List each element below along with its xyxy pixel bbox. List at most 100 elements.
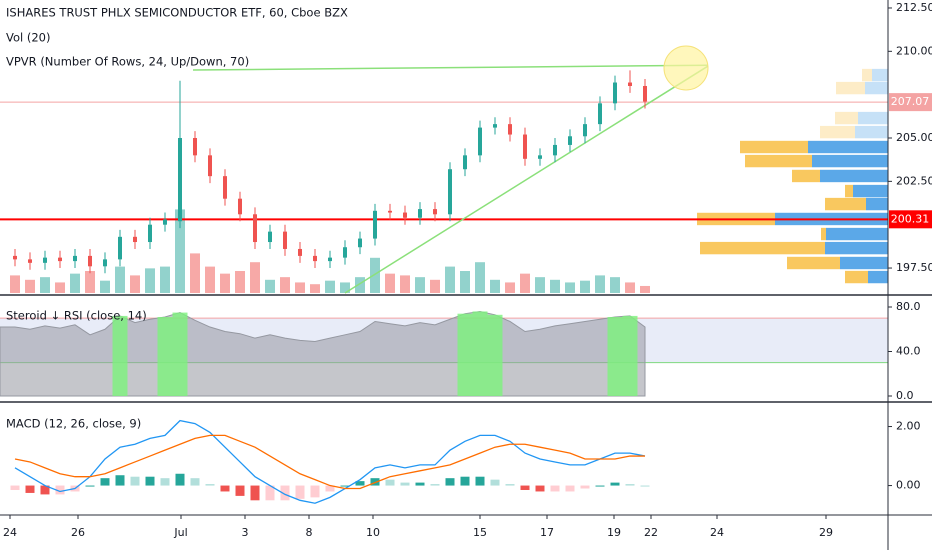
vpvr-up xyxy=(825,241,888,255)
volume-bar xyxy=(265,279,275,293)
x-tick-label: Jul xyxy=(173,526,187,539)
macd-histogram xyxy=(115,475,125,486)
x-tick-label: 15 xyxy=(473,526,487,539)
macd-macd-line xyxy=(14,419,646,504)
macd-histogram xyxy=(475,476,485,486)
candle-body xyxy=(178,138,182,222)
volume-bar xyxy=(130,275,140,293)
macd-histogram xyxy=(550,485,560,492)
vpvr-down xyxy=(820,125,855,139)
x-tick-label: 29 xyxy=(819,526,833,539)
macd-histogram xyxy=(310,485,320,498)
highlight-circle xyxy=(663,45,709,91)
symbol-title: ISHARES TRUST PHLX SEMICONDUCTOR ETF, 60… xyxy=(6,6,348,20)
volume-bar xyxy=(205,266,215,293)
macd-histogram xyxy=(190,478,200,486)
macd-histogram xyxy=(565,485,575,492)
vpvr-up xyxy=(820,169,888,183)
macd-histogram xyxy=(370,478,380,486)
rsi-highlight xyxy=(607,317,623,396)
volume-bar xyxy=(595,275,605,293)
macd-histogram xyxy=(355,481,365,486)
vpvr-down xyxy=(792,169,820,183)
volume-bar xyxy=(400,275,410,293)
candle-body xyxy=(613,82,617,104)
vpvr-down xyxy=(745,154,812,168)
vpvr-down xyxy=(821,227,826,241)
volume-legend: Vol (20) xyxy=(6,31,50,45)
y-tick-label: 210.00 xyxy=(896,44,932,57)
y-tick-label: 212.50 xyxy=(896,1,932,14)
macd-histogram xyxy=(400,482,410,486)
candle-body xyxy=(358,238,362,248)
candle-body xyxy=(268,231,272,243)
y-tick-label: 80.0 xyxy=(896,300,921,313)
trendline xyxy=(344,65,709,294)
candle-body xyxy=(223,176,227,199)
x-tick-label: 24 xyxy=(3,526,17,539)
macd-histogram xyxy=(130,476,140,486)
candle-body xyxy=(388,210,392,213)
volume-bar xyxy=(415,277,425,293)
candle-body xyxy=(373,210,377,239)
volume-bar xyxy=(175,209,185,293)
vpvr-up xyxy=(853,184,888,198)
x-tick-label: 26 xyxy=(71,526,85,539)
volume-bar xyxy=(340,282,350,293)
y-tick-label: 2.00 xyxy=(896,420,921,433)
macd-histogram xyxy=(640,485,650,487)
macd-histogram xyxy=(610,482,620,486)
macd-histogram xyxy=(40,485,50,495)
candle-body xyxy=(73,255,77,262)
vpvr-legend: VPVR (Number Of Rows, 24, Up/Down, 70) xyxy=(6,55,249,69)
vpvr-up xyxy=(808,140,888,154)
price-label: 207.07 xyxy=(891,95,930,108)
rsi-highlight xyxy=(487,314,503,396)
vpvr-down xyxy=(845,184,853,198)
vpvr-down xyxy=(700,241,825,255)
candle-body xyxy=(313,255,317,262)
candle-body xyxy=(43,257,47,263)
volume-bar xyxy=(535,277,545,293)
volume-bar xyxy=(10,275,20,293)
candle-body xyxy=(133,236,137,243)
price-label: 200.31 xyxy=(891,212,930,225)
volume-bar xyxy=(295,282,305,293)
rsi-legend: Steroid ↓ RSI (close, 14) xyxy=(6,309,147,323)
volume-bar xyxy=(640,285,650,293)
volume-bar xyxy=(445,266,455,293)
vpvr-down xyxy=(825,197,866,211)
y-tick-label: 202.50 xyxy=(896,174,932,187)
candle-body xyxy=(478,127,482,156)
volume-bar xyxy=(160,266,170,293)
candle-body xyxy=(88,255,92,267)
price-label-box xyxy=(889,93,932,112)
candle-body xyxy=(13,255,17,260)
candle-body xyxy=(328,257,332,262)
candle-body xyxy=(298,248,302,256)
volume-bar xyxy=(280,277,290,293)
vpvr-down xyxy=(787,256,840,270)
volume-bar xyxy=(310,284,320,293)
y-tick-label: 0.00 xyxy=(896,479,921,492)
macd-signal-line xyxy=(14,434,645,490)
vpvr-up xyxy=(872,68,888,82)
macd-histogram xyxy=(85,485,95,487)
macd-histogram xyxy=(280,485,290,501)
macd-histogram xyxy=(175,473,185,486)
macd-histogram xyxy=(625,484,635,486)
macd-histogram xyxy=(415,482,425,486)
macd-histogram xyxy=(25,485,35,493)
volume-bar xyxy=(625,282,635,293)
volume-bar xyxy=(580,280,590,293)
volume-bar xyxy=(235,271,245,293)
y-tick-label: 197.50 xyxy=(896,261,932,274)
rsi-highlight xyxy=(112,315,128,396)
candle-body xyxy=(523,134,527,159)
volume-bar xyxy=(325,280,335,293)
vpvr-down xyxy=(862,68,872,82)
vpvr-up xyxy=(866,197,888,211)
macd-legend: MACD (12, 26, close, 9) xyxy=(6,417,141,431)
candle-body xyxy=(463,155,467,170)
candle-body xyxy=(538,155,542,159)
